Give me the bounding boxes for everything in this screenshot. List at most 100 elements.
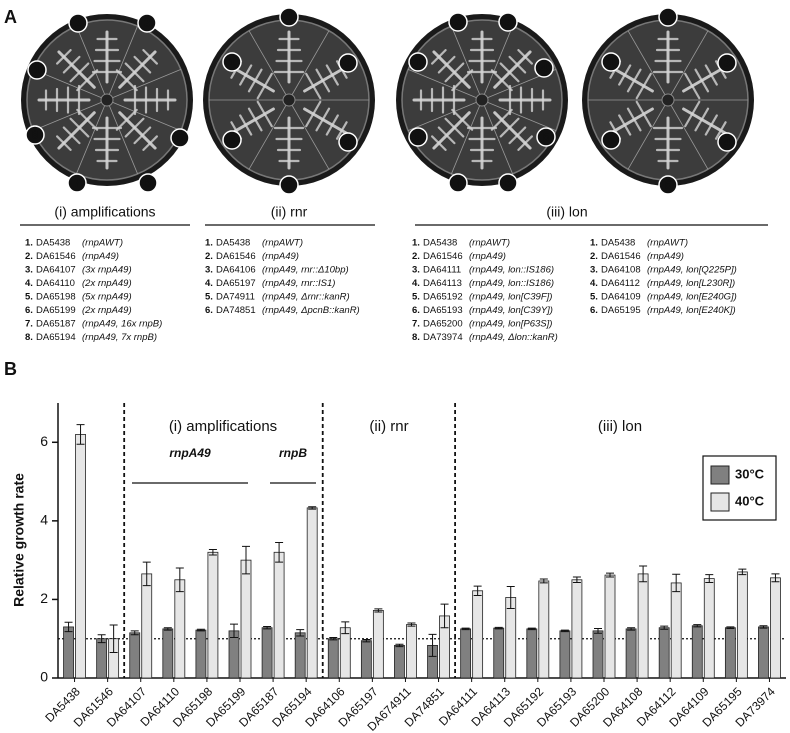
- bar: [130, 633, 140, 678]
- bar: [572, 580, 582, 678]
- strain-id: DA5438: [36, 238, 70, 249]
- plate-number: 1: [34, 63, 41, 77]
- strain-id: DA64113: [423, 278, 462, 289]
- plate-number: 5: [177, 131, 184, 145]
- panel-label: A: [4, 7, 17, 27]
- entry-number: 2.: [412, 251, 420, 262]
- plate-number: 6: [608, 133, 615, 147]
- entry-number: 3.: [205, 265, 213, 276]
- entry-number: 7.: [412, 319, 420, 330]
- strain-id: DA65200: [423, 319, 463, 330]
- group-title: (i) amplifications: [54, 204, 155, 220]
- figure: A 123567812345612345678123456 (i) amplif…: [0, 0, 790, 733]
- entry-number: 6.: [205, 305, 213, 316]
- bar: [394, 645, 404, 678]
- genotype: (rnpAWT): [647, 238, 688, 249]
- bar: [262, 628, 272, 678]
- entry-number: 2.: [590, 251, 598, 262]
- genotype: (2x rnpA49): [82, 278, 132, 289]
- strain-id: DA61546: [423, 251, 463, 262]
- plate-number: 3: [144, 16, 151, 30]
- legend-swatch: [711, 493, 729, 511]
- entry-number: 2.: [205, 251, 213, 262]
- plate-center: [283, 94, 295, 106]
- plate-number: 1: [415, 55, 422, 69]
- strain-id: DA64106: [216, 265, 256, 276]
- genotype: (rnpA49, lon[E240G]): [647, 292, 737, 303]
- bar: [295, 633, 305, 678]
- legend-label: 30°C: [735, 466, 765, 481]
- bar: [196, 630, 206, 678]
- strain-id: DA65197: [216, 278, 256, 289]
- strain-id: DA64107: [36, 265, 76, 276]
- genotype: (rnpA49, Δlon::kanR): [469, 332, 558, 343]
- entry-number: 2.: [25, 251, 33, 262]
- bar: [142, 574, 152, 678]
- bar: [494, 628, 504, 678]
- entry-number: 5.: [205, 292, 213, 303]
- genotype: (rnpA49, rnr::Δ10bp): [262, 265, 349, 276]
- entry-number: 8.: [412, 332, 420, 343]
- entry-number: 4.: [25, 278, 33, 289]
- plate-center: [476, 94, 488, 106]
- plate-center: [662, 94, 674, 106]
- bar-chart: B Relative growth rate 0246(i) amplifica…: [4, 359, 786, 733]
- plate-number: 6: [229, 133, 236, 147]
- group-title: (iii) lon: [546, 204, 587, 220]
- bar: [76, 434, 86, 678]
- panel-label: B: [4, 359, 17, 379]
- strain-id: DA65199: [36, 305, 76, 316]
- strain-id: DA61546: [36, 251, 76, 262]
- strain-id: DA64108: [601, 265, 641, 276]
- genotype: (rnpA49): [647, 251, 684, 262]
- strain-id: DA64110: [36, 278, 75, 289]
- strain-id: DA64112: [601, 278, 640, 289]
- strain-id: DA5438: [601, 238, 635, 249]
- bar: [307, 508, 317, 678]
- bar: [527, 629, 537, 678]
- bar: [692, 626, 702, 678]
- bar: [506, 597, 516, 678]
- y-tick-label: 4: [40, 512, 48, 528]
- entry-number: 3.: [412, 265, 420, 276]
- bar: [163, 629, 173, 678]
- bar: [473, 591, 483, 678]
- y-tick-label: 0: [40, 669, 48, 685]
- entry-number: 6.: [590, 305, 598, 316]
- bar: [97, 639, 107, 678]
- bar: [605, 575, 615, 678]
- entry-number: 1.: [25, 238, 33, 249]
- plate-number: 7: [74, 176, 81, 190]
- annotation: rnpA49: [169, 446, 211, 460]
- strain-id: DA74911: [216, 292, 255, 303]
- plate-number: 6: [145, 176, 152, 190]
- strain-id: DA74851: [216, 305, 256, 316]
- entry-number: 1.: [590, 238, 598, 249]
- entry-number: 3.: [25, 265, 33, 276]
- bar: [659, 628, 669, 678]
- bar: [64, 627, 74, 678]
- genotype: (rnpA49, lon[C39Y]): [469, 305, 553, 316]
- strain-id: DA64109: [601, 292, 641, 303]
- strain-lists: (i) amplifications1.DA5438(rnpAWT)2.DA61…: [20, 204, 768, 343]
- plate-number: 3: [724, 56, 731, 70]
- genotype: (rnpA49, lon[L230R]): [647, 278, 735, 289]
- entry-number: 6.: [25, 305, 33, 316]
- plates: 123567812345612345678123456: [21, 8, 754, 194]
- plate-number: 5: [665, 178, 672, 192]
- bar: [770, 578, 780, 678]
- entry-number: 4.: [205, 278, 213, 289]
- strain-id: DA61546: [601, 251, 641, 262]
- strain-id: DA5438: [216, 238, 250, 249]
- plate-number: 6: [505, 176, 512, 190]
- bar: [406, 625, 416, 678]
- genotype: (rnpA49, lon[C39F]): [469, 292, 552, 303]
- plate-number: 2: [455, 15, 462, 29]
- strain-id: DA65194: [36, 332, 76, 343]
- plate-number: 8: [415, 130, 422, 144]
- entry-number: 8.: [25, 332, 33, 343]
- bar: [593, 631, 603, 678]
- plate-number: 4: [724, 135, 731, 149]
- entry-number: 5.: [412, 292, 420, 303]
- annotation: rnpB: [279, 446, 307, 460]
